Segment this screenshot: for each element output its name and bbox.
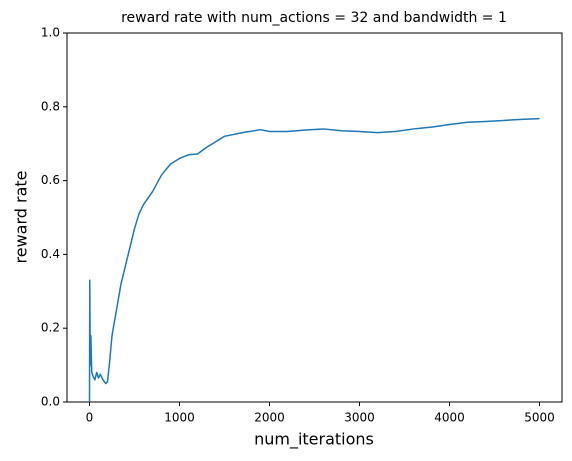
x-tick-label: 2000: [254, 411, 285, 425]
line-series: [88, 117, 540, 403]
y-tick-label: 0.6: [41, 173, 60, 187]
y-tick-label: 0.2: [41, 321, 60, 335]
chart-title: reward rate with num_actions = 32 and ba…: [121, 10, 507, 26]
x-axis-label: num_iterations: [254, 430, 374, 450]
plot-frame: [66, 32, 563, 403]
x-tick-label: 1000: [164, 411, 195, 425]
y-axis-label: reward rate: [12, 171, 31, 264]
x-tick-label: 4000: [434, 411, 465, 425]
y-tick-label: 0.0: [41, 395, 60, 409]
x-tick-label: 3000: [344, 411, 375, 425]
y-tick-label: 1.0: [41, 26, 60, 40]
y-tick-label: 0.4: [41, 247, 60, 261]
y-tick-label: 0.8: [41, 99, 60, 113]
x-tick-label: 5000: [524, 411, 555, 425]
x-tick-label: 0: [86, 411, 94, 425]
